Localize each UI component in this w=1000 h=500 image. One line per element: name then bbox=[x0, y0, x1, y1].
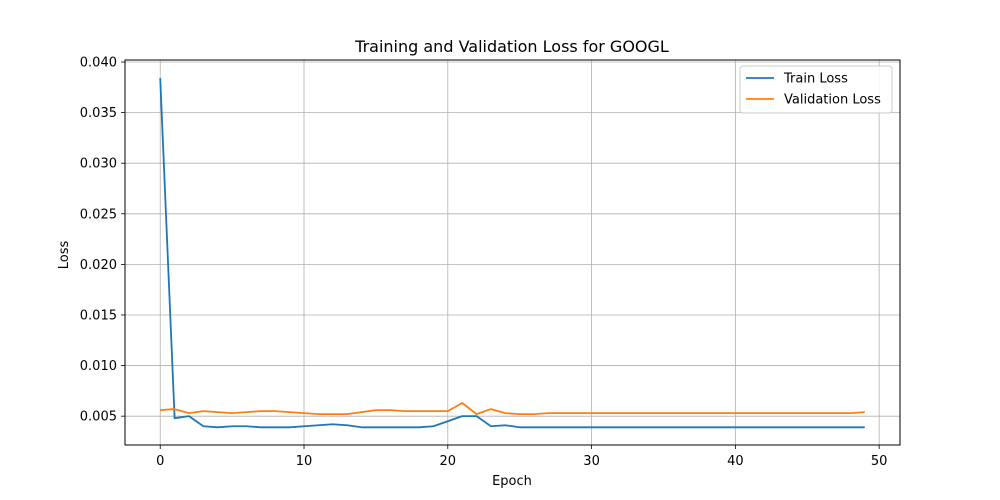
y-tick-label: 0.005 bbox=[80, 410, 117, 425]
y-axis-ticks: 0.005 0.010 0.015 0.020 0.025 0.030 0.035 0.040 bbox=[80, 56, 125, 425]
series-layer bbox=[159, 78, 865, 429]
x-axis-label: Epoch bbox=[492, 474, 532, 489]
y-tick-label: 0.015 bbox=[80, 308, 117, 323]
x-tick-label: 0 bbox=[156, 454, 164, 469]
y-tick-label: 0.020 bbox=[80, 258, 117, 273]
legend-box bbox=[739, 65, 893, 114]
y-tick-label: 0.030 bbox=[80, 157, 117, 172]
x-tick-label: 40 bbox=[727, 454, 744, 469]
x-axis-ticks: 0 10 20 30 40 50 bbox=[156, 445, 887, 469]
x-tick-label: 20 bbox=[440, 454, 457, 469]
y-tick-label: 0.040 bbox=[80, 56, 117, 71]
plot-frame bbox=[124, 59, 901, 446]
y-tick-label: 0.025 bbox=[80, 207, 117, 222]
chart-title: Training and Validation Loss for GOOGL bbox=[354, 37, 669, 56]
x-tick-label: 30 bbox=[583, 454, 600, 469]
legend: Train Loss Validation Loss bbox=[739, 65, 893, 114]
grid-lines bbox=[125, 60, 900, 445]
series-line-validation-loss bbox=[160, 402, 865, 416]
x-tick-label: 50 bbox=[871, 454, 888, 469]
y-tick-label: 0.035 bbox=[80, 106, 117, 121]
legend-label-validation-loss: Validation Loss bbox=[784, 93, 881, 108]
y-axis-label: Loss bbox=[57, 241, 72, 270]
y-tick-label: 0.010 bbox=[80, 359, 117, 374]
legend-label-train-loss: Train Loss bbox=[783, 72, 848, 87]
x-tick-label: 10 bbox=[296, 454, 313, 469]
series-line-train-loss bbox=[159, 78, 865, 429]
